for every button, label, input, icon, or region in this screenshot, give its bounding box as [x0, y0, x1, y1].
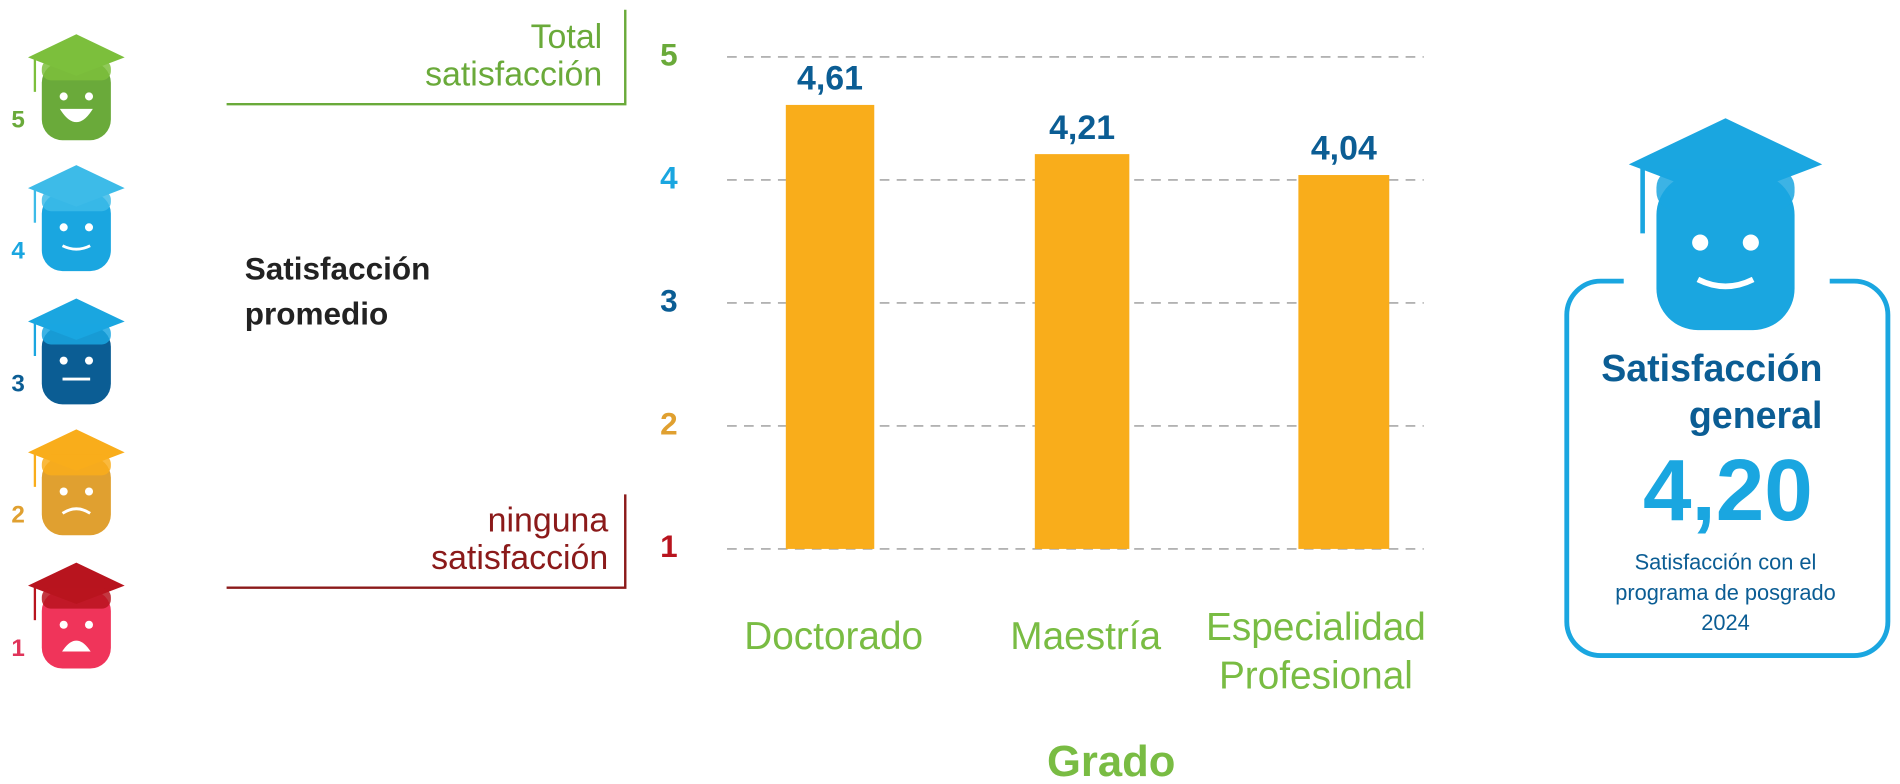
card-title: Satisfacción general	[1601, 347, 1822, 436]
level-number: 1	[11, 635, 24, 662]
top-bracket	[226, 9, 627, 106]
level-number: 2	[11, 502, 24, 529]
hat-band	[1656, 168, 1795, 211]
face-icon	[27, 165, 125, 272]
hat-band	[41, 454, 111, 476]
eye	[84, 92, 94, 101]
level-number: 3	[11, 371, 24, 398]
bar	[1298, 175, 1390, 549]
x-tick-label: Doctorado	[744, 615, 923, 658]
hat-band	[41, 323, 111, 345]
bottom-label: ninguna satisfacción	[431, 501, 608, 577]
eye	[59, 487, 68, 496]
face-body	[41, 590, 111, 669]
face-icon	[1628, 118, 1823, 331]
eye	[1692, 234, 1709, 251]
face-body	[41, 326, 111, 405]
face-body	[41, 61, 111, 141]
eye	[59, 356, 68, 365]
level-number: 5	[11, 107, 24, 134]
face-body	[41, 456, 111, 536]
y-tick-label: 3	[660, 282, 678, 318]
card-caption: Satisfacción con el programa de posgrado 2…	[1615, 549, 1836, 635]
eye	[84, 620, 94, 629]
face-body	[41, 192, 111, 272]
eye	[84, 356, 94, 365]
eye	[59, 223, 68, 232]
eye	[84, 223, 94, 232]
x-tick-label: Maestría	[1010, 615, 1161, 658]
face-body	[1656, 173, 1795, 331]
value-label: 4,61	[797, 60, 863, 98]
top-label: Total satisfacción	[425, 18, 602, 94]
eye	[84, 487, 94, 496]
level-number: 4	[11, 237, 25, 264]
value-label: 4,04	[1311, 130, 1377, 168]
face-icon	[27, 562, 125, 669]
y-tick-label: 5	[660, 36, 678, 72]
face-icon	[27, 429, 125, 536]
legend-title: Satisfacción promedio	[245, 251, 431, 332]
card-value: 4,20	[1643, 442, 1813, 539]
mouth	[61, 507, 91, 515]
bar	[1034, 154, 1130, 549]
bar	[785, 104, 875, 549]
hat-band	[41, 190, 111, 212]
y-tick-label: 1	[660, 528, 678, 564]
face-icon	[27, 34, 125, 141]
mouth	[1696, 276, 1755, 290]
x-axis-label: Grado	[1047, 738, 1175, 784]
face-icon	[27, 298, 125, 405]
eye	[59, 92, 68, 101]
x-tick-label: Especialidad Profesional	[1206, 606, 1426, 697]
mouth	[61, 244, 91, 251]
eye	[1742, 234, 1759, 251]
value-label: 4,21	[1049, 109, 1115, 147]
eye	[59, 620, 68, 629]
mouth	[59, 108, 93, 123]
bottom-bracket	[226, 494, 627, 589]
hat-band	[41, 59, 111, 81]
y-tick-label: 2	[660, 405, 678, 441]
mouth	[62, 640, 91, 652]
hat-band	[41, 587, 111, 609]
y-tick-label: 4	[660, 159, 678, 195]
